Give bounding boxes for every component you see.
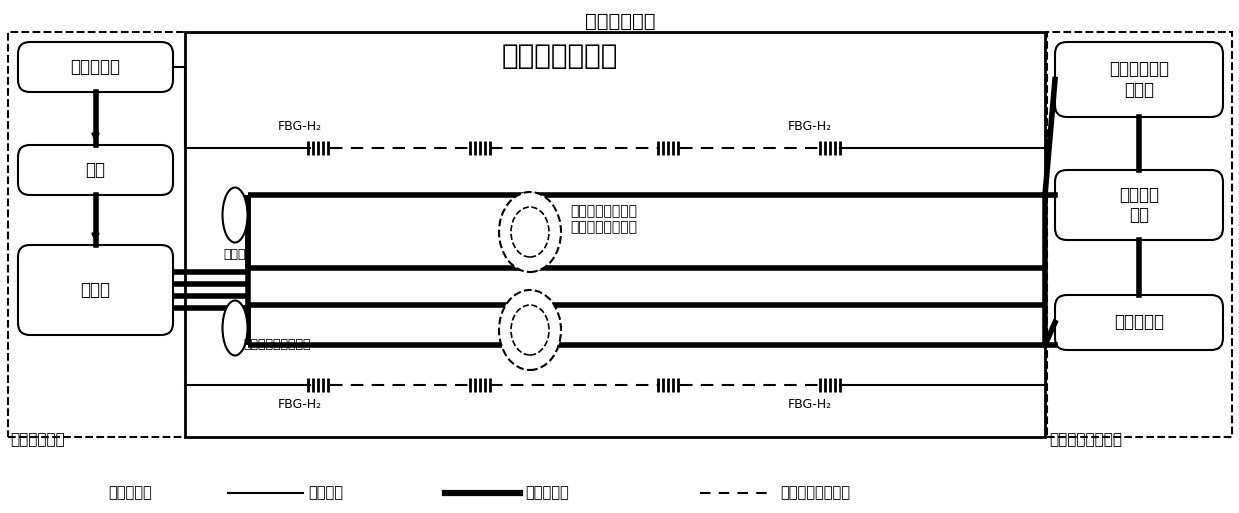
Ellipse shape — [223, 187, 248, 243]
Text: 检测采集分析单元: 检测采集分析单元 — [1049, 432, 1123, 447]
Ellipse shape — [510, 207, 549, 257]
Text: 空心光子晶体光纤: 空心光子晶体光纤 — [781, 485, 850, 501]
Text: 光强探测器: 光强探测器 — [1114, 313, 1163, 331]
FancyBboxPatch shape — [1054, 170, 1223, 240]
Ellipse shape — [223, 301, 248, 356]
Text: FBG-H₂: FBG-H₂ — [278, 399, 322, 411]
FancyBboxPatch shape — [1054, 42, 1223, 117]
Ellipse shape — [499, 290, 561, 370]
Text: 光源: 光源 — [85, 161, 105, 179]
Text: 电气连接线: 电气连接线 — [525, 485, 569, 501]
FancyBboxPatch shape — [1054, 295, 1223, 350]
Text: 耦合器: 耦合器 — [224, 248, 247, 261]
Text: 连接至波长解调装置: 连接至波长解调装置 — [243, 338, 311, 351]
FancyBboxPatch shape — [19, 245, 173, 335]
Text: 单模光纤: 单模光纤 — [309, 485, 343, 501]
Text: 线型说明：: 线型说明： — [108, 485, 151, 501]
Ellipse shape — [499, 192, 561, 272]
Bar — [1047, 32, 1232, 437]
Text: 传感布置单元: 传感布置单元 — [585, 12, 655, 31]
Text: 光开关: 光开关 — [81, 281, 110, 299]
Bar — [185, 32, 1044, 437]
Text: 电力变压器腔体: 电力变压器腔体 — [502, 42, 618, 70]
Bar — [7, 32, 186, 437]
Text: 光源控制器: 光源控制器 — [71, 58, 120, 76]
Text: 数据采集与分
析装置: 数据采集与分 析装置 — [1109, 60, 1170, 99]
FancyBboxPatch shape — [19, 42, 173, 92]
Text: FBG-H₂: FBG-H₂ — [788, 399, 833, 411]
Text: 波长解调
装置: 波长解调 装置 — [1119, 186, 1158, 224]
Text: FBG-H₂: FBG-H₂ — [278, 120, 322, 132]
Ellipse shape — [510, 305, 549, 355]
Text: 光源系统单元: 光源系统单元 — [10, 432, 64, 447]
Text: FBG-H₂: FBG-H₂ — [788, 120, 833, 132]
FancyBboxPatch shape — [19, 145, 173, 195]
Text: 空心光子晶体光纤
构成的环形衰荡腔: 空心光子晶体光纤 构成的环形衰荡腔 — [570, 204, 637, 234]
